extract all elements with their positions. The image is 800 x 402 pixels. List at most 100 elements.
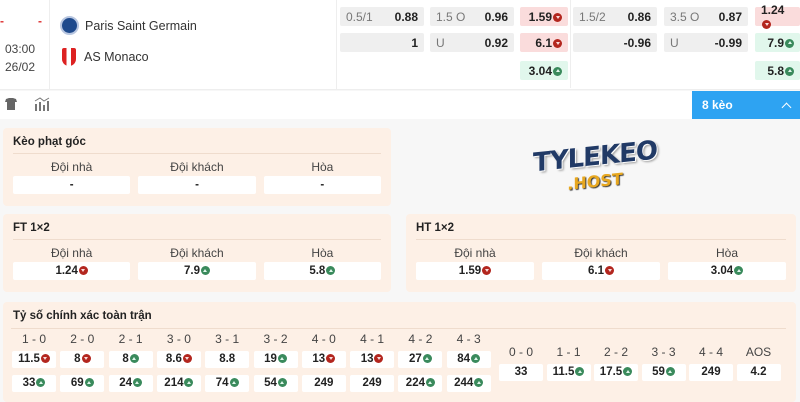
score-odds[interactable]: 11.5: [546, 364, 591, 381]
score-label: 1 - 1: [556, 345, 581, 359]
odds-cell[interactable]: 7.9: [755, 33, 800, 52]
home-team[interactable]: Paris Saint Germain: [60, 16, 197, 35]
arrow-up-icon: [84, 378, 94, 387]
score-odds[interactable]: 244: [446, 375, 491, 392]
score-odds[interactable]: 69: [60, 375, 105, 392]
odds-value: 0.92: [484, 35, 508, 50]
corner-option: Đội khách -: [138, 158, 256, 194]
arrow-up-icon: [184, 378, 194, 387]
score-label: 4 - 3: [456, 332, 481, 346]
option-label: Hòa: [311, 246, 334, 260]
option-odds[interactable]: 7.9: [138, 262, 256, 280]
odds-cell[interactable]: 6.1: [520, 33, 568, 52]
score-label: 4 - 0: [311, 332, 336, 346]
score-odds[interactable]: 54: [253, 375, 298, 392]
score-odds[interactable]: 249: [350, 375, 395, 392]
score-odds[interactable]: 11.5: [12, 351, 56, 368]
arrow-down-icon: [553, 12, 562, 22]
score-odds[interactable]: 84: [446, 351, 491, 368]
ft-title: FT 1×2: [13, 222, 381, 240]
arrow-up-icon: [277, 354, 287, 363]
more-odds-button[interactable]: 8 kèo: [692, 91, 800, 119]
correct-score-title: Tỷ số chính xác toàn trận: [13, 310, 152, 322]
score-odds[interactable]: 17.5: [594, 364, 638, 381]
odds-value: 0.96: [484, 9, 508, 24]
score-column: 1 - 1 11.5: [546, 344, 591, 381]
arrow-up-icon: [132, 378, 142, 387]
option-label: Đội nhà: [454, 246, 496, 260]
jersey-icon[interactable]: [4, 97, 18, 111]
score-odds[interactable]: 24: [108, 375, 153, 392]
score-odds[interactable]: 27: [398, 351, 443, 368]
score-column: 0 - 0 33: [499, 344, 543, 381]
odds-cell[interactable]: 0.5/1 0.88: [340, 7, 424, 26]
score-column: 4 - 0 13 249: [301, 331, 346, 392]
option-odds[interactable]: -: [138, 176, 256, 194]
option-odds[interactable]: 1.59: [416, 262, 534, 280]
corner-panel: Kèo phạt góc Đội nhà - Đội khách - Hòa -: [3, 128, 391, 206]
odds-cell[interactable]: 3.04: [520, 61, 568, 80]
odds-label: 3.5 O: [670, 9, 700, 24]
option-odds[interactable]: 6.1: [542, 262, 660, 280]
odds-cell[interactable]: U 0.92: [430, 33, 514, 52]
arrow-up-icon: [129, 354, 139, 363]
odds-cell[interactable]: U -0.99: [664, 33, 748, 52]
odds-cell[interactable]: 3.5 O 0.87: [664, 7, 748, 26]
option-odds[interactable]: 3.04: [668, 262, 786, 280]
stats-icon[interactable]: [34, 97, 50, 111]
option-odds[interactable]: -: [263, 176, 381, 194]
score-odds[interactable]: 59: [641, 364, 686, 381]
arrow-up-icon: [785, 38, 794, 48]
score-odds[interactable]: 33: [12, 375, 56, 392]
score-odds[interactable]: 249: [689, 364, 733, 381]
score-column: 4 - 1 13 249: [350, 331, 395, 392]
score-odds[interactable]: 19: [253, 351, 298, 368]
option-odds[interactable]: -: [13, 176, 131, 194]
odds-cell[interactable]: 1: [340, 33, 424, 52]
arrow-down-icon: [762, 19, 771, 29]
odds-value: 1.24: [761, 2, 785, 17]
score-odds[interactable]: 249: [301, 375, 346, 392]
odds-cell[interactable]: 1.59: [520, 7, 568, 26]
score-odds[interactable]: 74: [205, 375, 250, 392]
odds-value: 0.87: [718, 9, 742, 24]
score-odds[interactable]: 8: [108, 351, 153, 368]
arrow-up-icon: [623, 367, 633, 376]
score-odds[interactable]: 13: [350, 351, 395, 368]
option-label: Đội nhà: [50, 246, 93, 260]
odds-cell[interactable]: -0.96: [573, 33, 657, 52]
score-odds[interactable]: 8.8: [205, 351, 250, 368]
score-odds[interactable]: 8: [60, 351, 105, 368]
odds-cell[interactable]: 5.8: [755, 61, 800, 80]
odds-value: 0.88: [394, 9, 418, 24]
ht-option: Đội nhà 1.59: [416, 244, 534, 280]
odds-cell[interactable]: 1.5 O 0.96: [430, 7, 514, 26]
score-label: 4 - 2: [408, 332, 433, 346]
odds-value: 5.8: [767, 63, 784, 78]
score-odds[interactable]: 13: [301, 351, 346, 368]
corner-option: Đội nhà -: [13, 158, 131, 194]
odds-cell[interactable]: 1.5/2 0.86: [573, 7, 657, 26]
score-odds[interactable]: 4.2: [736, 364, 781, 381]
arrow-down-icon: [81, 354, 91, 363]
ft-option: Đội khách 7.9: [138, 244, 256, 280]
odds-value: -0.99: [714, 35, 742, 50]
score-odds[interactable]: 214: [156, 375, 201, 392]
score-label: 1 - 0: [21, 332, 46, 346]
score-odds[interactable]: 8.6: [156, 351, 201, 368]
odds-cell[interactable]: 1.24: [755, 3, 800, 29]
score-label: 3 - 0: [166, 332, 191, 346]
score-label: AOS: [745, 345, 772, 359]
odds-value: 6.1: [535, 35, 552, 50]
score-away: -: [38, 14, 42, 28]
match-row: - - 03:00 26/02 Paris Saint Germain AS M…: [0, 0, 800, 90]
option-odds[interactable]: 1.24: [13, 262, 131, 280]
arrow-up-icon: [229, 378, 239, 387]
score-odds[interactable]: 224: [398, 375, 443, 392]
option-label: Hòa: [311, 160, 334, 174]
score-odds[interactable]: 33: [499, 364, 543, 381]
option-label: Hòa: [715, 246, 738, 260]
away-team[interactable]: AS Monaco: [60, 48, 149, 66]
option-odds[interactable]: 5.8: [263, 262, 381, 280]
score-label: 2 - 0: [70, 332, 95, 346]
